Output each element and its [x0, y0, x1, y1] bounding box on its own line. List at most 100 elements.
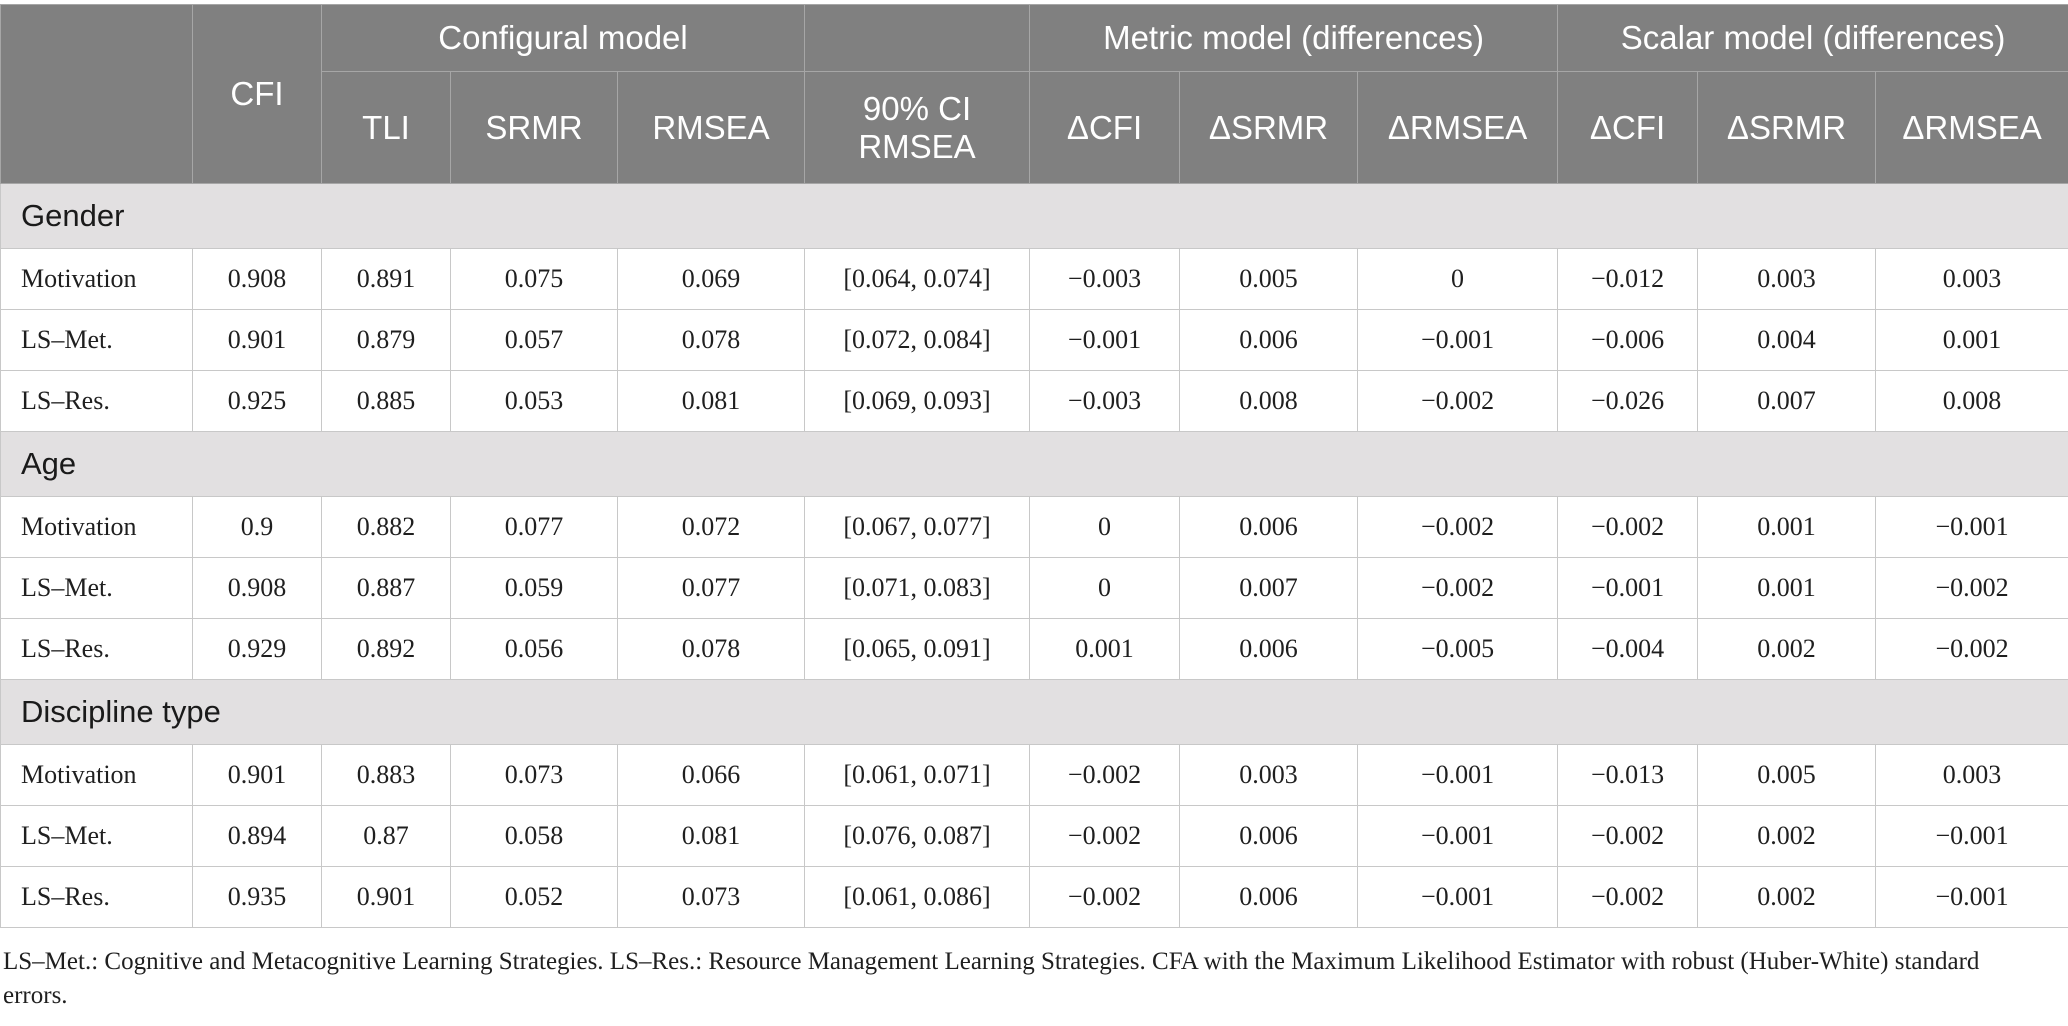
table-cell: 0 [1029, 496, 1181, 558]
row-label: LS–Res. [0, 618, 193, 680]
table-cell: 0.929 [192, 618, 322, 680]
table-cell: −0.002 [1029, 866, 1181, 928]
table-cell: 0.894 [192, 805, 322, 867]
group-row: Discipline type [0, 679, 2068, 745]
group-header-metric: Metric model (differences) [1029, 4, 1559, 72]
row-label: LS–Met. [0, 805, 193, 867]
group-row: Age [0, 431, 2068, 497]
table-cell: 0.002 [1697, 866, 1877, 928]
row-label: Motivation [0, 744, 193, 806]
table-cell: 0.072 [616, 496, 806, 558]
table-cell: 0.003 [1875, 744, 2068, 806]
table-cell: 0.892 [321, 618, 451, 680]
col-header: ΔCFI [1029, 71, 1181, 184]
table-cell: −0.001 [1875, 805, 2068, 867]
table-cell: 0.052 [450, 866, 618, 928]
table-cell: 0.925 [192, 370, 322, 432]
table-cell: 0 [1029, 557, 1181, 619]
table-cell: 0.053 [450, 370, 618, 432]
row-label: Motivation [0, 248, 193, 310]
table-row: Motivation 0.9 0.882 0.077 0.072 [0.067, 0.07… [0, 496, 2068, 558]
col-header: 90% CI RMSEA [804, 71, 1031, 184]
table-row: LS–Met. 0.901 0.879 0.057 0.078 [0.072, 0.084… [0, 309, 2068, 371]
col-header: ΔRMSEA [1875, 71, 2068, 184]
table-cell: −0.005 [1357, 618, 1559, 680]
group-row: Gender [0, 183, 2068, 249]
table-cell: 0.073 [616, 866, 806, 928]
table-cell: −0.002 [1357, 557, 1559, 619]
table-cell: 0.882 [321, 496, 451, 558]
table-cell: −0.001 [1357, 744, 1559, 806]
col-header: SRMR [450, 71, 618, 184]
table-cell: −0.002 [1557, 866, 1699, 928]
table-cell: 0.908 [192, 557, 322, 619]
table-cell: 0.006 [1179, 618, 1359, 680]
table-cell: −0.001 [1029, 309, 1181, 371]
table-row: Motivation 0.908 0.891 0.075 0.069 [0.064, 0.… [0, 248, 2068, 310]
table-cell: 0.007 [1697, 370, 1877, 432]
table-row: LS–Met. 0.908 0.887 0.059 0.077 [0.071, 0.083… [0, 557, 2068, 619]
table-cell: 0.005 [1179, 248, 1359, 310]
table-cell: 0.003 [1697, 248, 1877, 310]
table-footnote: LS–Met.: Cognitive and Metacognitive Lea… [3, 948, 1980, 1009]
group-header-scalar: Scalar model (differences) [1557, 4, 2068, 72]
table-cell: −0.001 [1357, 805, 1559, 867]
table-cell: 0.057 [450, 309, 618, 371]
table-cell: 0.004 [1697, 309, 1877, 371]
table-cell: −0.001 [1357, 309, 1559, 371]
table-cell: −0.002 [1029, 744, 1181, 806]
table-cell: 0.901 [192, 744, 322, 806]
table-cell: 0 [1357, 248, 1559, 310]
table-cell: −0.002 [1557, 496, 1699, 558]
table-cell: 0.001 [1697, 557, 1877, 619]
table-body: Gender Motivation 0.908 0.891 0.075 0.069 [0.0… [0, 183, 2068, 928]
table-row: LS–Met. 0.894 0.87 0.058 0.081 [0.076, 0.087]… [0, 805, 2068, 867]
table-cell: −0.002 [1875, 618, 2068, 680]
table-cell: 0.87 [321, 805, 451, 867]
table-row: LS–Res. 0.925 0.885 0.053 0.081 [0.069, 0.093… [0, 370, 2068, 432]
table-cell: 0.069 [616, 248, 806, 310]
table-cell: −0.001 [1875, 496, 2068, 558]
table-cell: 0.077 [616, 557, 806, 619]
table-cell: 0.005 [1697, 744, 1877, 806]
table-cell: [0.072, 0.084] [804, 309, 1031, 371]
table-cell: −0.001 [1357, 866, 1559, 928]
table-cell: 0.056 [450, 618, 618, 680]
table-cell: [0.067, 0.077] [804, 496, 1031, 558]
table-cell: 0.058 [450, 805, 618, 867]
table-cell: [0.061, 0.071] [804, 744, 1031, 806]
row-label: LS–Met. [0, 557, 193, 619]
row-label: Motivation [0, 496, 193, 558]
table-cell: −0.002 [1029, 805, 1181, 867]
group-label: Discipline type [0, 679, 2068, 745]
table-cell: 0.891 [321, 248, 451, 310]
table-cell: 0.879 [321, 309, 451, 371]
col-header-cfi: CFI [192, 4, 322, 184]
results-table: CFI Configural model Metric model (diffe… [0, 4, 2068, 928]
table-cell: 0.887 [321, 557, 451, 619]
group-header-blank [804, 4, 1031, 72]
corner-header-cell [0, 4, 193, 184]
table-cell: 0.001 [1029, 618, 1181, 680]
group-label: Age [0, 431, 2068, 497]
table-cell: 0.901 [321, 866, 451, 928]
table-cell: 0.081 [616, 370, 806, 432]
col-header: RMSEA [616, 71, 806, 184]
table-cell: [0.065, 0.091] [804, 618, 1031, 680]
table-cell: −0.003 [1029, 248, 1181, 310]
table-cell: −0.002 [1875, 557, 2068, 619]
table-cell: 0.006 [1179, 866, 1359, 928]
table-cell: 0.081 [616, 805, 806, 867]
table-cell: 0.078 [616, 618, 806, 680]
col-header: ΔRMSEA [1357, 71, 1559, 184]
table-cell: −0.002 [1557, 805, 1699, 867]
group-label: Gender [0, 183, 2068, 249]
table-cell: [0.071, 0.083] [804, 557, 1031, 619]
table-cell: 0.006 [1179, 496, 1359, 558]
col-header: ΔSRMR [1697, 71, 1877, 184]
col-header: ΔSRMR [1179, 71, 1359, 184]
group-header-configural: Configural model [320, 4, 806, 72]
table-cell: 0.078 [616, 309, 806, 371]
table-cell: 0.073 [450, 744, 618, 806]
table-cell: 0.006 [1179, 805, 1359, 867]
